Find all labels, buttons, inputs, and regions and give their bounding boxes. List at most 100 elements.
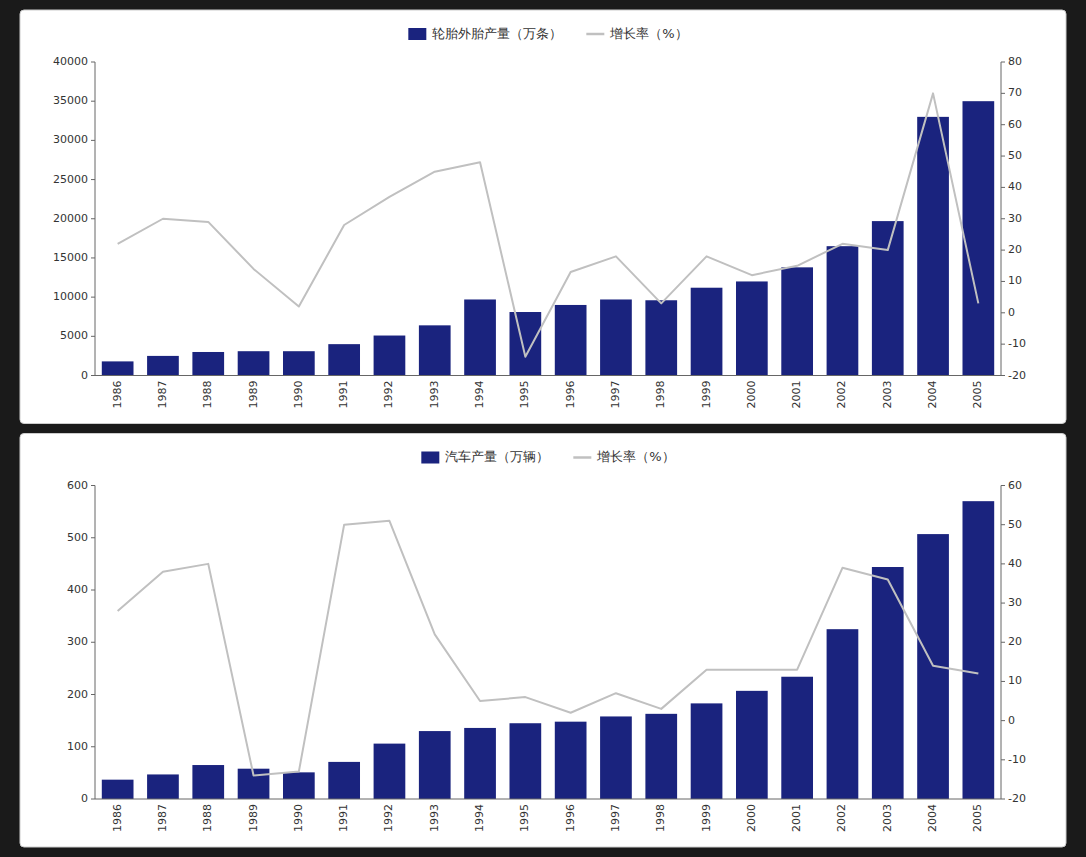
bar <box>509 312 541 375</box>
bar <box>419 325 451 375</box>
x-tick-label: 1999 <box>700 381 713 409</box>
bar <box>192 765 224 799</box>
legend-item: 增长率（%） <box>586 26 687 41</box>
bar <box>555 305 587 376</box>
y2-tick-label: 60 <box>1008 479 1022 492</box>
y-tick-label: 0 <box>81 792 88 805</box>
bar <box>374 744 406 799</box>
bar <box>645 714 677 799</box>
y-tick-label: 25000 <box>53 173 88 186</box>
x-tick-label: 2003 <box>881 381 894 409</box>
panel-background <box>20 434 1066 848</box>
y-tick-label: 200 <box>67 688 88 701</box>
y-tick <box>91 336 95 337</box>
legend-label: 轮胎外胎产量（万条） <box>432 26 562 41</box>
y-tick <box>91 140 95 141</box>
y2-tick-label: 80 <box>1008 55 1022 68</box>
bar <box>555 722 587 799</box>
y-tick <box>91 297 95 298</box>
y-tick-label: 100 <box>67 740 88 753</box>
chart-panel: 0100200300400500600-20-10010203040506019… <box>20 434 1066 848</box>
y2-tick-label: -10 <box>1008 753 1026 766</box>
plot-area <box>102 93 994 375</box>
y2-tick-label: 60 <box>1008 118 1022 131</box>
x-tick-label: 1993 <box>428 804 441 832</box>
y2-tick <box>1001 563 1005 564</box>
x-tick-label: 1994 <box>473 381 486 409</box>
y-tick <box>91 375 95 376</box>
bar <box>328 762 360 799</box>
y-tick-label: 10000 <box>53 290 88 303</box>
bar <box>464 299 496 375</box>
y2-tick <box>1001 642 1005 643</box>
bar <box>736 691 768 799</box>
y-tick-label: 15000 <box>53 251 88 264</box>
x-tick-label: 2000 <box>745 804 758 832</box>
y2-tick-label: 30 <box>1008 212 1022 225</box>
y-tick-label: 0 <box>81 369 88 382</box>
y2-tick <box>1001 485 1005 486</box>
y2-tick <box>1001 93 1005 94</box>
x-axis-line <box>95 799 1001 800</box>
x-tick-label: 1989 <box>247 381 260 409</box>
y2-tick <box>1001 312 1005 313</box>
y2-tick <box>1001 681 1005 682</box>
bar <box>464 728 496 799</box>
bar <box>283 351 315 375</box>
x-tick-label: 1990 <box>292 381 305 409</box>
y2-tick-label: 0 <box>1008 714 1015 727</box>
x-tick-label: 1996 <box>564 381 577 409</box>
x-tick-label: 2001 <box>790 381 803 409</box>
bar <box>962 101 994 375</box>
bar <box>600 299 632 375</box>
x-tick-label: 1988 <box>201 381 214 409</box>
legend-item: 轮胎外胎产量（万条） <box>408 26 562 41</box>
y2-tick <box>1001 720 1005 721</box>
y2-tick-label: 10 <box>1008 674 1022 687</box>
legend-label: 汽车产量（万辆） <box>445 449 549 464</box>
y2-tick <box>1001 524 1005 525</box>
y-tick-label: 400 <box>67 583 88 596</box>
y2-tick-label: -20 <box>1008 792 1026 805</box>
chart-panel: 0500010000150002000025000300003500040000… <box>20 10 1066 424</box>
bar <box>192 352 224 376</box>
y2-tick-label: 40 <box>1008 557 1022 570</box>
y-tick <box>91 257 95 258</box>
y-tick-label: 20000 <box>53 212 88 225</box>
bar <box>827 246 859 375</box>
line <box>118 93 979 356</box>
x-tick-label: 1992 <box>382 804 395 832</box>
y-tick <box>91 179 95 180</box>
y2-tick <box>1001 187 1005 188</box>
x-tick-label: 2001 <box>790 804 803 832</box>
x-tick-label: 1990 <box>292 804 305 832</box>
bar <box>872 221 904 375</box>
y-tick <box>91 746 95 747</box>
y-tick <box>91 537 95 538</box>
x-tick-label: 1993 <box>428 381 441 409</box>
legend-swatch <box>573 456 591 459</box>
x-tick-label: 1999 <box>700 804 713 832</box>
y2-tick <box>1001 156 1005 157</box>
x-tick-label: 1997 <box>609 804 622 832</box>
bar <box>238 351 270 375</box>
y-tick <box>91 101 95 102</box>
y-tick-label: 30000 <box>53 133 88 146</box>
x-tick-label: 2002 <box>835 381 848 409</box>
bar <box>600 716 632 799</box>
y2-tick <box>1001 281 1005 282</box>
bar <box>691 703 723 799</box>
legend-swatch <box>421 452 439 464</box>
bar <box>102 361 134 375</box>
y-tick <box>91 218 95 219</box>
x-tick-label: 2005 <box>971 804 984 832</box>
y2-tick <box>1001 799 1005 800</box>
chart-canvas: 0500010000150002000025000300003500040000… <box>0 0 1086 857</box>
x-tick-label: 1988 <box>201 804 214 832</box>
x-tick-label: 1987 <box>156 381 169 409</box>
bar <box>827 629 859 799</box>
y-tick-label: 300 <box>67 635 88 648</box>
x-tick-label: 2003 <box>881 804 894 832</box>
y-tick <box>91 590 95 591</box>
x-tick-label: 1986 <box>111 381 124 409</box>
